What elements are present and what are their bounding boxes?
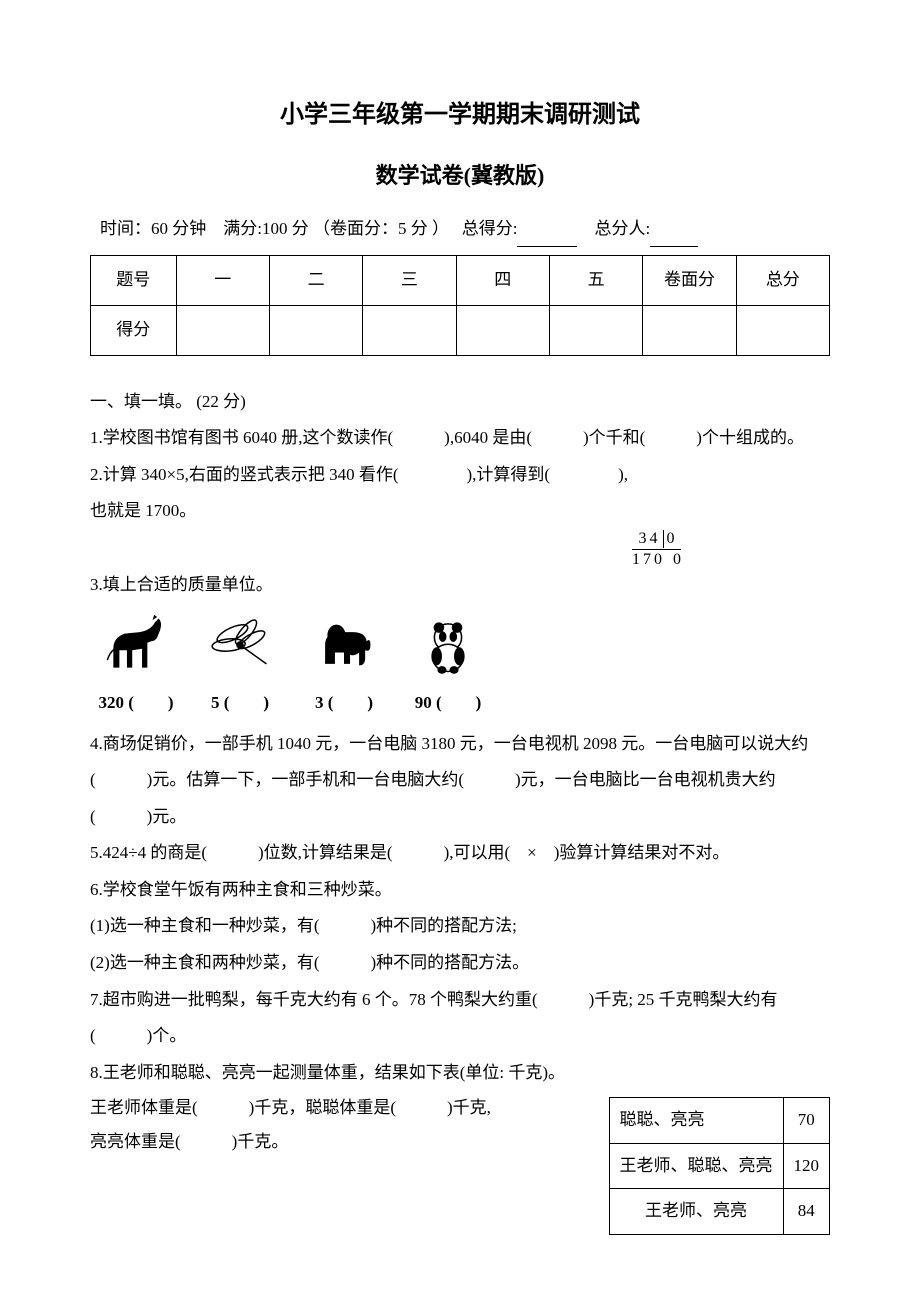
question-1: 1.学校图书馆有图书 6040 册,这个数读作( ),6040 是由( )个千和… [90,420,830,457]
q2-line1: 2.计算 340×5,右面的竖式表示把 340 看作( ),计算得到( ), [90,457,830,494]
q8-cell-0-0: 聪聪、亮亮 [609,1098,783,1144]
th-7: 总分 [736,256,829,306]
score-cell [643,305,736,355]
full-val: 100 分 [262,219,309,238]
calc-top-left: 34 [639,530,661,547]
score-cell [363,305,456,355]
title-sub: 数学试卷(冀教版) [90,152,830,199]
q8-cell-2-0: 王老师、亮亮 [609,1189,783,1235]
score-cell [549,305,642,355]
row-label: 得分 [91,305,177,355]
question-6-2: (2)选一种主食和两种炒菜，有( )种不同的搭配方法。 [90,945,830,982]
question-8-block: 聪聪、亮亮 70 王老师、聪聪、亮亮 120 王老师、亮亮 84 王老师体重是(… [90,1091,830,1235]
question-2: 2.计算 340×5,右面的竖式表示把 340 看作( ),计算得到( ), 也… [90,457,830,567]
calc-top-right: 0 [663,530,675,548]
score-cell [176,305,269,355]
time-val: 60 分钟 [151,219,206,238]
score-table: 题号 一 二 三 四 五 卷面分 总分 得分 [90,255,830,355]
q8-cell-1-0: 王老师、聪聪、亮亮 [609,1143,783,1189]
q3-label-3: 90 ( ) [415,685,482,722]
th-0: 题号 [91,256,177,306]
horse-icon [98,611,174,679]
q3-item-dragonfly: 5 ( ) [202,611,278,722]
th-4: 四 [456,256,549,306]
question-5: 5.424÷4 的商是( )位数,计算结果是( ),可以用( × )验算计算结果… [90,835,830,872]
score-cell [456,305,549,355]
table-score-row: 得分 [91,305,830,355]
total-blank [517,227,577,247]
question-3: 3.填上合适的质量单位。 [90,567,830,604]
table-row: 聪聪、亮亮 70 [609,1098,830,1144]
q3-item-elephant: 3 ( ) [306,611,382,722]
th-3: 三 [363,256,456,306]
q3-item-horse: 320 ( ) [98,611,174,722]
question-7: 7.超市购进一批鸭梨，每千克大约有 6 个。78 个鸭梨大约重( )千克; 25… [90,982,830,1055]
full-label: 满分: [223,219,262,238]
q3-label-1: 5 ( ) [211,685,269,722]
score-cell [269,305,362,355]
time-label: 时间： [100,219,151,238]
scorer-blank [650,227,698,247]
paper-score: （卷面分：5 分 ） [313,219,449,238]
dragonfly-icon [202,611,278,679]
calc-bot-left: 170 [632,551,665,568]
th-2: 二 [269,256,362,306]
table-header-row: 题号 一 二 三 四 五 卷面分 总分 [91,256,830,306]
q8-cell-0-1: 70 [783,1098,830,1144]
question-6-head: 6.学校食堂午饭有两种主食和三种炒菜。 [90,872,830,909]
q3-label-2: 3 ( ) [315,685,373,722]
question-6-1: (1)选一种主食和一种炒菜，有( )种不同的搭配方法; [90,908,830,945]
calc-bot-right: 0 [673,551,681,568]
th-6: 卷面分 [643,256,736,306]
q2-line2: 也就是 1700。 [90,493,830,530]
vertical-calc: 340 170 0 [628,530,685,570]
th-5: 五 [549,256,642,306]
q8-table: 聪聪、亮亮 70 王老师、聪聪、亮亮 120 王老师、亮亮 84 [609,1097,831,1235]
title-main: 小学三年级第一学期期末调研测试 [90,90,830,142]
q8-cell-1-1: 120 [783,1143,830,1189]
score-cell [736,305,829,355]
elephant-icon [306,611,382,679]
table-row: 王老师、聪聪、亮亮 120 [609,1143,830,1189]
total-label: 总得分: [462,219,518,238]
table-row: 王老师、亮亮 84 [609,1189,830,1235]
panda-icon [410,611,486,679]
q3-item-panda: 90 ( ) [410,611,486,722]
th-1: 一 [176,256,269,306]
meta-line: 时间：60 分钟 满分:100 分 （卷面分：5 分 ） 总得分: 总分人: [90,211,830,248]
q8-cell-2-1: 84 [783,1189,830,1235]
q3-images-row: 320 ( ) 5 ( ) 3 ( ) 90 ( ) [98,611,830,722]
scorer-label: 总分人: [594,219,650,238]
q3-label-0: 320 ( ) [98,685,173,722]
question-8-head: 8.王老师和聪聪、亮亮一起测量体重，结果如下表(单位: 千克)。 [90,1055,830,1092]
question-4: 4.商场促销价，一部手机 1040 元，一台电脑 3180 元，一台电视机 20… [90,726,830,836]
section1-heading: 一、填一填。 (22 分) [90,384,830,421]
